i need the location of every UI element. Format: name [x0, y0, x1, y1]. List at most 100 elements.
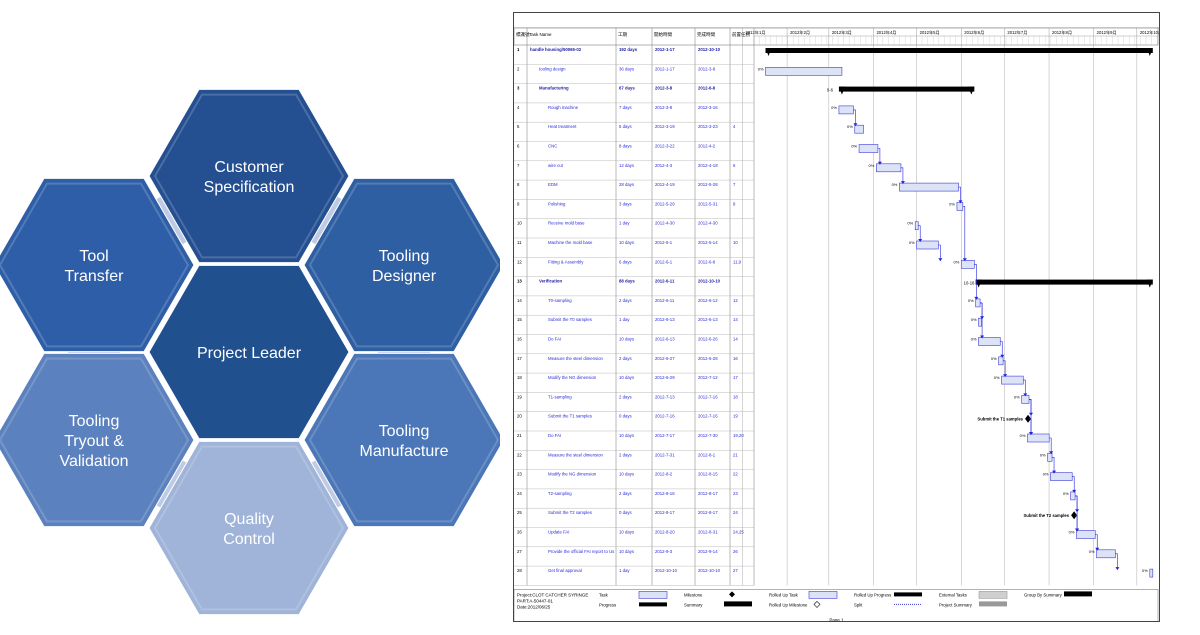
task-cell-start: 2012-7-17	[655, 433, 675, 438]
task-cell-duration: 10 days	[619, 337, 634, 342]
task-cell-pred: 19,20	[733, 433, 744, 438]
task-percent-label: 0%	[869, 163, 875, 168]
task-cell-pred: 24	[733, 510, 738, 515]
task-bar	[1001, 375, 1024, 385]
dependency-link	[1003, 360, 1006, 377]
milestone-label: Submit the T1 samples	[977, 417, 1023, 422]
task-cell-finish: 2012-4-2	[698, 144, 716, 149]
task-percent-label: 0%	[1040, 452, 1046, 457]
dependency-link	[1075, 495, 1078, 512]
task-cell-id: 18	[517, 375, 522, 380]
task-cell-start: 2012-1-17	[655, 47, 675, 52]
task-cell-start: 2012-8-16	[655, 491, 675, 496]
task-percent-label: 0%	[758, 66, 764, 71]
task-cell-id: 3	[517, 86, 520, 91]
summary-cap-left	[975, 279, 982, 288]
task-bar	[978, 317, 982, 327]
footer-project-info: PART:A-50447-01	[517, 598, 553, 603]
task-bar	[838, 105, 854, 115]
task-bar	[1021, 395, 1030, 404]
task-bar	[914, 221, 919, 230]
task-percent-label: 0%	[851, 144, 857, 149]
task-cell-start: 2012-10-10	[655, 568, 678, 573]
task-percent-label: 0%	[1069, 530, 1075, 535]
task-cell-finish: 2012-9-14	[698, 549, 718, 554]
task-percent-label: 0%	[1063, 491, 1069, 496]
task-cell-duration: 67 days	[619, 86, 635, 91]
task-cell-duration: 12 days	[619, 163, 634, 168]
task-cell-start: 2012-9-3	[655, 549, 673, 554]
legend-label: External Tasks	[939, 592, 967, 597]
dependency-arrow	[1052, 470, 1057, 474]
task-cell-pred: 27	[733, 568, 738, 573]
task-percent-label: 0%	[994, 375, 1000, 380]
task-cell-id: 16	[517, 337, 522, 342]
dependency-arrow	[962, 258, 967, 262]
header-start: 開始時間	[654, 31, 672, 38]
task-percent-label: 0%	[831, 105, 837, 110]
dependency-arrow	[1072, 489, 1077, 493]
task-cell-pred: 26	[733, 549, 738, 554]
task-cell-duration: 10 days	[619, 240, 634, 245]
task-cell-name: Polishing	[548, 201, 566, 206]
timescale-label: 2012年2月	[790, 29, 810, 36]
task-cell-finish: 2012-7-16	[698, 414, 718, 419]
task-cell-finish: 2012-5-14	[698, 240, 718, 245]
task-cell-finish: 2012-6-26	[698, 337, 718, 342]
task-cell-name: Fitting & Assembly	[548, 259, 584, 264]
task-cell-start: 2012-8-20	[655, 530, 675, 535]
task-bar	[1050, 472, 1073, 481]
hex-label: Transfer	[65, 268, 125, 285]
milestone-marker	[1071, 511, 1078, 520]
task-cell-id: 15	[517, 317, 522, 322]
task-cell-pred: 14	[733, 317, 738, 322]
dependency-arrow	[877, 161, 882, 165]
hex-highlight	[0, 357, 190, 523]
task-cell-duration: 88 days	[619, 279, 635, 284]
task-cell-start: 2012-8-17	[655, 510, 675, 515]
task-cell-name: Manufacturing	[539, 86, 569, 91]
summary-cap-left	[765, 48, 772, 56]
hex-shape	[303, 352, 500, 528]
task-cell-start: 2012-6-1	[655, 259, 673, 264]
task-percent-label: 0%	[1020, 433, 1026, 438]
task-cell-id: 11	[517, 240, 522, 245]
legend-swatch	[729, 591, 735, 598]
header-name: Task Name	[529, 32, 552, 37]
header-finish: 完成時間	[697, 31, 715, 38]
dependency-link	[1000, 341, 1003, 357]
legend-label: Rolled Up Task	[769, 592, 799, 597]
task-cell-id: 4	[517, 105, 520, 110]
milestone-label: Submit the T2 samples	[1023, 513, 1069, 518]
customer-specification-hex: Customer Specification	[148, 88, 350, 264]
task-cell-finish: 2012-7-30	[698, 433, 718, 438]
task-percent-label: 0%	[909, 240, 915, 245]
task-cell-duration: 0 days	[619, 510, 632, 515]
task-cell-id: 10	[517, 221, 522, 226]
task-cell-name: T1-sampling	[548, 394, 572, 399]
hex-shape	[0, 177, 195, 353]
task-percent-label: 0%	[847, 124, 853, 129]
task-bar	[956, 202, 964, 211]
dependency-arrow	[1115, 567, 1120, 571]
task-cell-finish: 2012-6-8	[698, 86, 716, 91]
hex-label: Manufacture	[360, 443, 449, 460]
task-cell-id: 13	[517, 279, 522, 284]
task-cell-pred: 17	[733, 375, 738, 380]
hex-shape	[303, 177, 500, 353]
task-cell-duration: 2 days	[619, 452, 632, 457]
hex-label: Tooling	[379, 248, 430, 265]
task-cell-finish: 2012-6-28	[698, 356, 718, 361]
task-cell-pred: 7	[733, 182, 736, 187]
task-cell-duration: 1 day	[619, 317, 630, 322]
dependency-link	[962, 206, 966, 261]
task-cell-name: CNC	[548, 144, 557, 149]
dependency-arrow	[938, 258, 943, 262]
summary-bar	[975, 279, 1153, 285]
task-bar	[960, 260, 975, 269]
task-cell-duration: 3 days	[619, 201, 632, 206]
task-cell-id: 21	[517, 433, 522, 438]
task-bar	[765, 66, 843, 76]
task-cell-pred: 18	[733, 394, 738, 399]
summary-bar-label: 0-6	[827, 88, 834, 93]
